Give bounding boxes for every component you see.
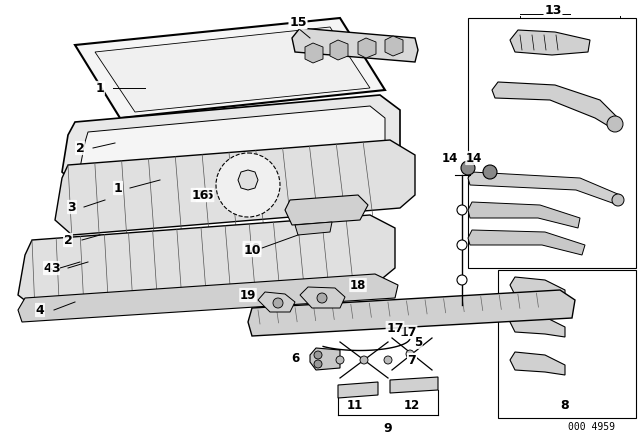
- Polygon shape: [95, 27, 370, 112]
- Text: 10: 10: [243, 244, 260, 257]
- Polygon shape: [248, 290, 575, 336]
- Text: 17: 17: [387, 322, 404, 335]
- Polygon shape: [510, 314, 565, 337]
- Polygon shape: [238, 170, 258, 190]
- Text: 7: 7: [408, 353, 417, 366]
- Circle shape: [483, 165, 497, 179]
- Polygon shape: [285, 195, 368, 225]
- Polygon shape: [468, 230, 585, 255]
- Text: 14: 14: [442, 151, 458, 164]
- Polygon shape: [258, 292, 295, 312]
- Text: 11: 11: [347, 399, 363, 412]
- Text: 7: 7: [408, 353, 417, 366]
- Polygon shape: [18, 274, 398, 322]
- Polygon shape: [468, 202, 580, 228]
- Polygon shape: [510, 352, 565, 375]
- Circle shape: [360, 356, 368, 364]
- Polygon shape: [305, 43, 323, 63]
- Circle shape: [384, 356, 392, 364]
- Text: 3: 3: [51, 262, 60, 275]
- Text: 2: 2: [63, 233, 72, 246]
- Text: 4: 4: [44, 262, 52, 275]
- Circle shape: [273, 298, 283, 308]
- Text: 10: 10: [243, 241, 260, 254]
- Circle shape: [457, 205, 467, 215]
- Circle shape: [314, 360, 322, 368]
- Circle shape: [612, 194, 624, 206]
- Polygon shape: [385, 36, 403, 56]
- Polygon shape: [358, 38, 376, 58]
- Polygon shape: [292, 28, 418, 62]
- Circle shape: [216, 153, 280, 217]
- Text: 18: 18: [350, 279, 366, 292]
- Circle shape: [607, 116, 623, 132]
- Circle shape: [457, 275, 467, 285]
- Text: 13: 13: [544, 4, 562, 17]
- Polygon shape: [310, 348, 340, 370]
- Text: 6: 6: [291, 352, 299, 365]
- Text: 000 4959: 000 4959: [568, 422, 615, 432]
- Circle shape: [317, 293, 327, 303]
- Polygon shape: [80, 106, 385, 178]
- Text: 12: 12: [404, 399, 420, 412]
- Polygon shape: [55, 140, 415, 235]
- Text: 1: 1: [95, 82, 104, 95]
- Text: 1: 1: [114, 181, 122, 194]
- Text: 16: 16: [191, 189, 209, 202]
- Text: 14: 14: [466, 151, 482, 164]
- Circle shape: [406, 350, 414, 358]
- Circle shape: [461, 161, 475, 175]
- Text: 16: 16: [196, 189, 214, 202]
- Text: 8: 8: [561, 399, 570, 412]
- Polygon shape: [492, 82, 620, 130]
- Polygon shape: [295, 222, 332, 235]
- Circle shape: [314, 351, 322, 359]
- Polygon shape: [18, 215, 395, 308]
- Text: 17: 17: [399, 326, 417, 339]
- Text: 19: 19: [240, 289, 256, 302]
- Text: 8: 8: [561, 399, 570, 412]
- Polygon shape: [510, 30, 590, 55]
- Polygon shape: [300, 287, 345, 308]
- Circle shape: [457, 240, 467, 250]
- Polygon shape: [62, 95, 400, 188]
- Polygon shape: [338, 382, 378, 398]
- Polygon shape: [468, 172, 620, 205]
- Circle shape: [336, 356, 344, 364]
- Text: 4: 4: [36, 303, 44, 316]
- Polygon shape: [390, 377, 438, 393]
- Text: 15: 15: [289, 16, 307, 29]
- Text: 3: 3: [68, 201, 76, 214]
- Polygon shape: [510, 277, 565, 300]
- Text: 2: 2: [76, 142, 84, 155]
- Text: 9: 9: [384, 422, 392, 435]
- Polygon shape: [75, 18, 385, 118]
- Text: 15: 15: [289, 16, 307, 29]
- Text: 13: 13: [544, 4, 562, 17]
- Bar: [468, 18, 636, 268]
- Text: 5: 5: [414, 336, 422, 349]
- Polygon shape: [330, 40, 348, 60]
- Bar: [498, 270, 636, 418]
